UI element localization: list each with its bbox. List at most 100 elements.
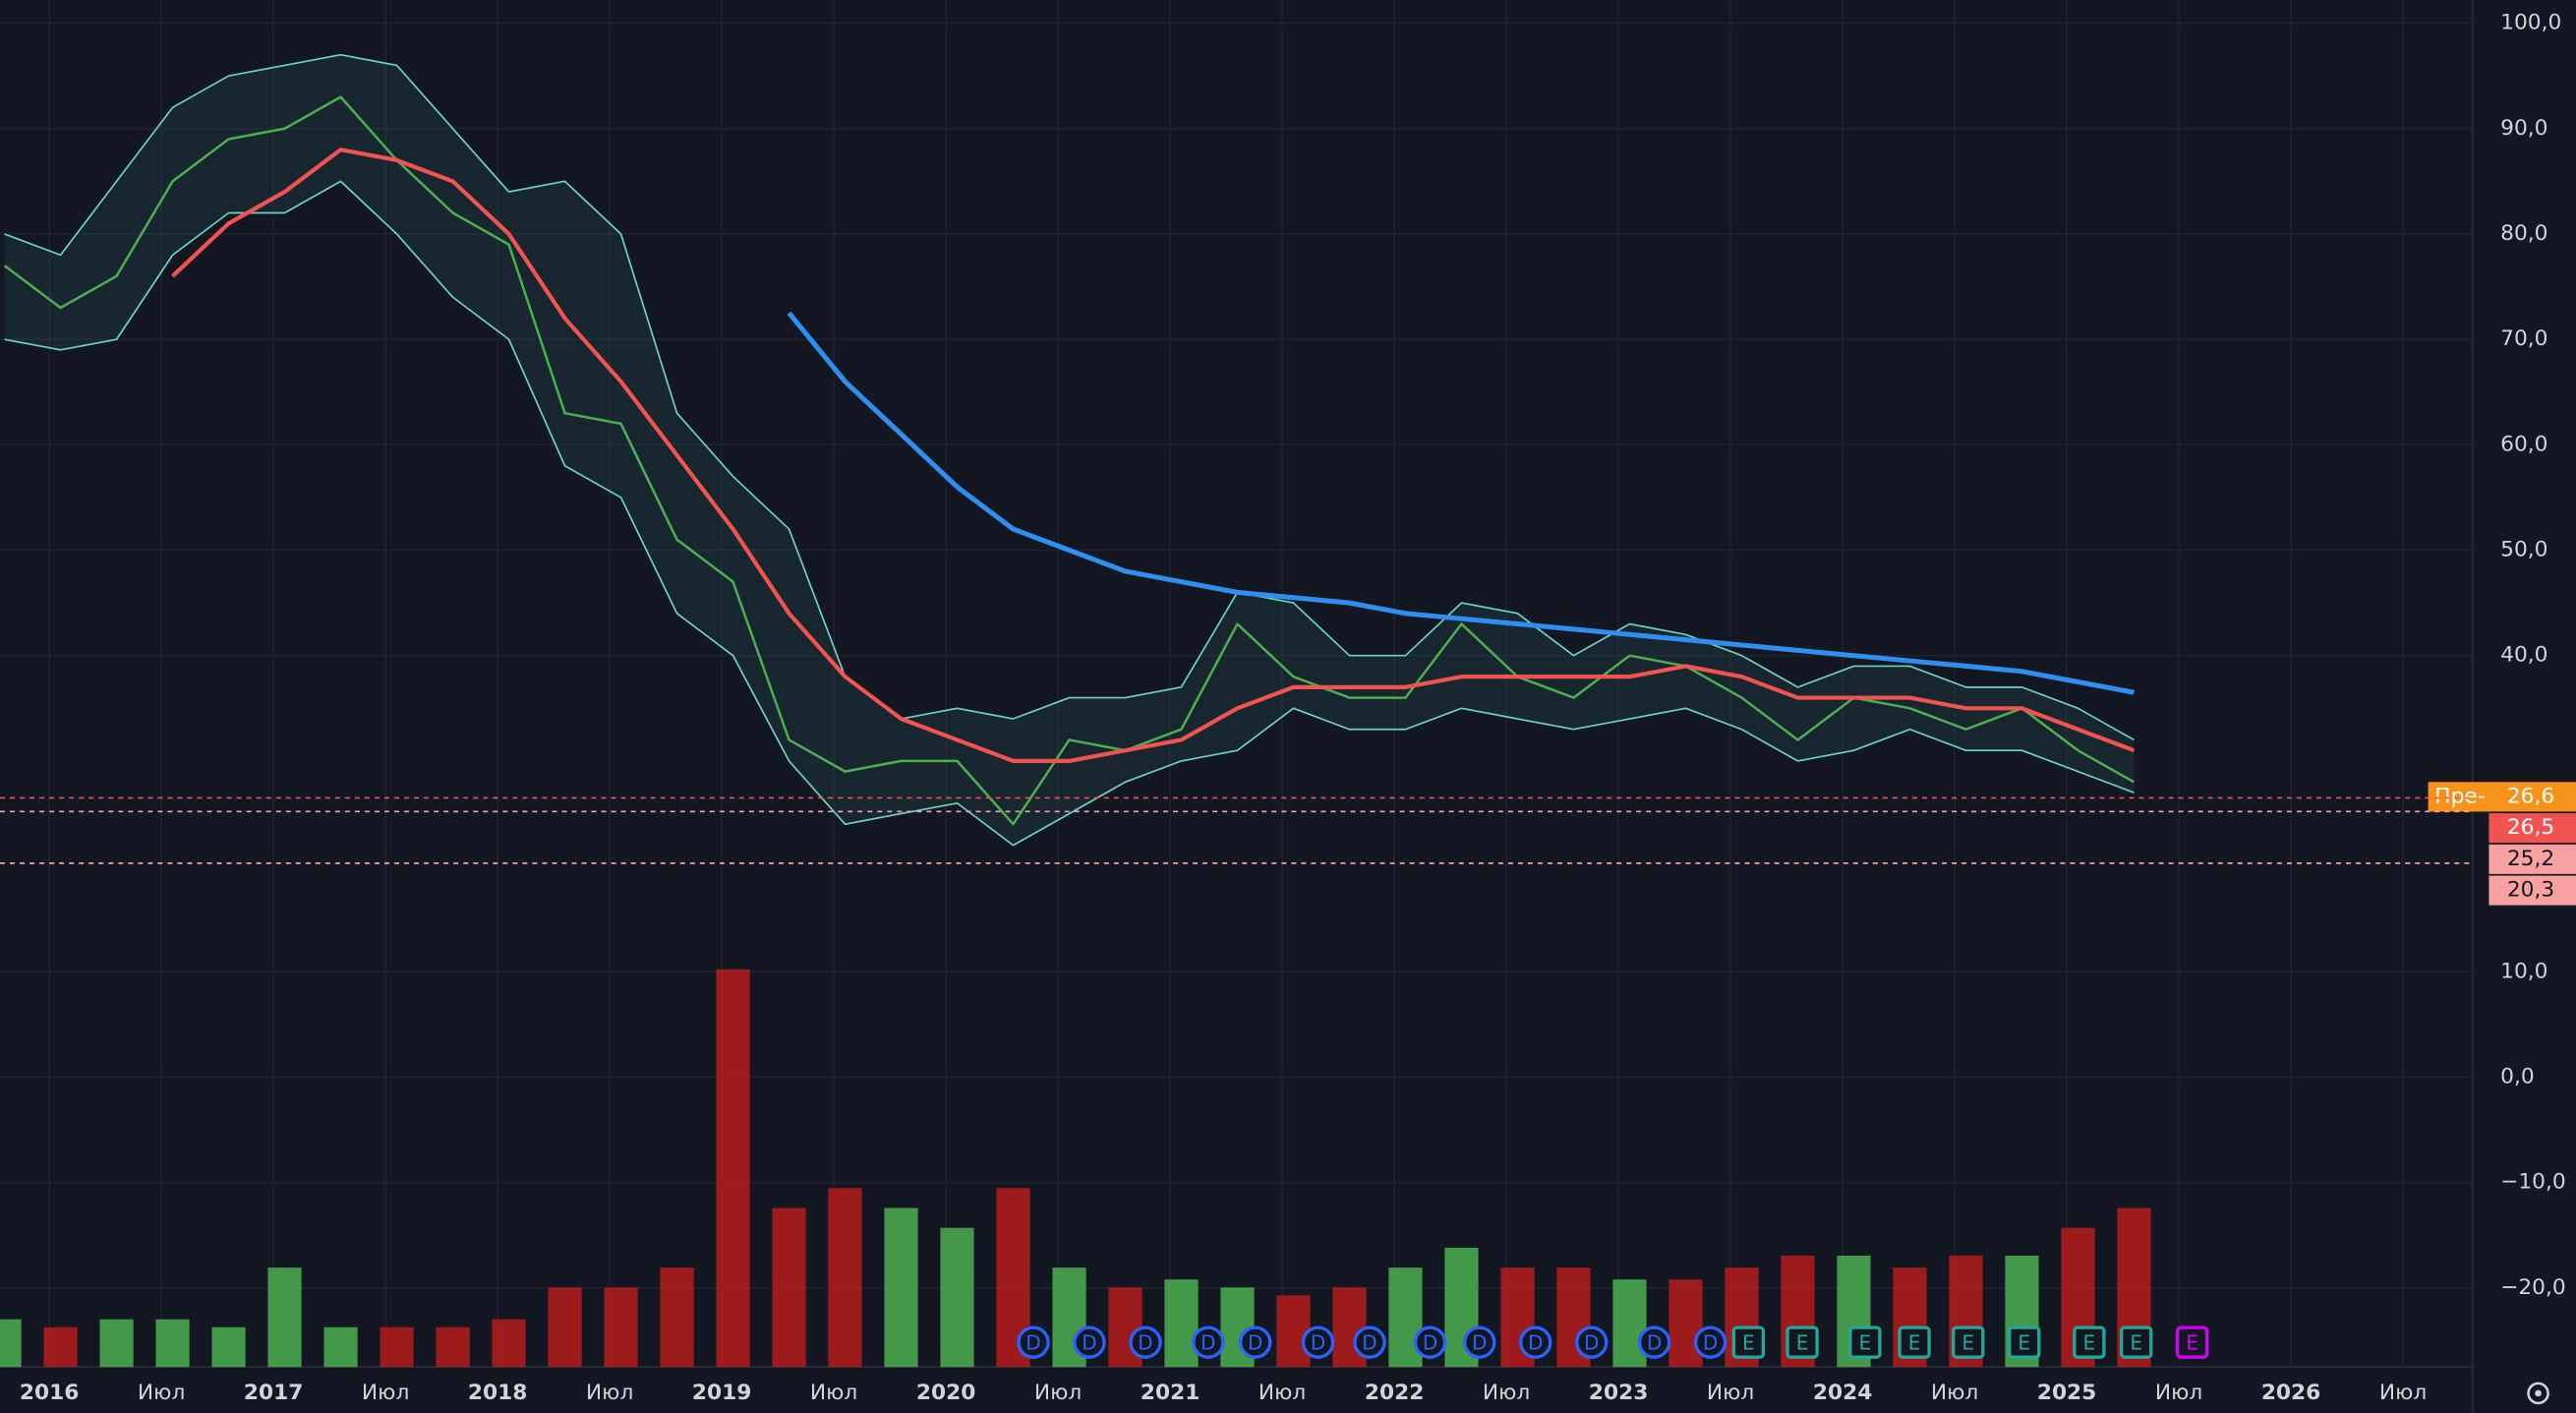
x-tick-label: 2025 (2037, 1381, 2096, 1405)
volume-bar (99, 1319, 134, 1368)
y-tick-label: 70,0 (2500, 326, 2547, 351)
event-label: D (1082, 1330, 1096, 1354)
volume-bar (267, 1267, 302, 1368)
volume-bar (0, 1319, 22, 1368)
volume-bar (1276, 1295, 1311, 1368)
x-tick-label: 2018 (468, 1381, 527, 1405)
price-name: Пре- (2434, 784, 2485, 808)
x-tick-label: Июл (1259, 1381, 1306, 1405)
volume-bar (1612, 1279, 1647, 1368)
event-badge (1693, 1325, 1727, 1359)
event-label: E (1961, 1330, 1974, 1354)
price-label: 20,3 (2507, 878, 2554, 903)
x-tick-label: Июл (586, 1381, 633, 1405)
volume-bar (436, 1326, 470, 1368)
settings-icon[interactable] (2527, 1382, 2549, 1405)
x-tick-label: Июл (1483, 1381, 1530, 1405)
series-line (787, 311, 2135, 695)
volume-bar (43, 1326, 78, 1368)
event-badge (1848, 1325, 1882, 1359)
price-label-box (2488, 875, 2576, 906)
series-line (171, 147, 2136, 763)
volume-bar (884, 1207, 918, 1368)
event-badge (1413, 1325, 1447, 1359)
event-label: D (1647, 1330, 1662, 1354)
series-line (4, 53, 2135, 741)
event-badge (1731, 1325, 1766, 1359)
event-badge (1786, 1325, 1819, 1359)
axis: 100,0 90,0 80,0 70,0 60,0 50,0 40,0 10,0 0,0 −10,… (20, 11, 2566, 1405)
y-tick-label: 90,0 (2500, 116, 2547, 141)
y-tick-label: 100,0 (2500, 11, 2561, 35)
event-label: D (1311, 1330, 1325, 1354)
volume-bar (492, 1319, 526, 1368)
y-tick-label: −20,0 (2500, 1275, 2566, 1300)
volume-bar (772, 1207, 806, 1368)
price-name-box (2428, 782, 2491, 812)
event-badge (1463, 1325, 1496, 1359)
event-badge (1952, 1325, 1985, 1359)
event-label: D (1025, 1330, 1040, 1354)
event-label: D (1472, 1330, 1487, 1354)
x-tick-label: 2019 (692, 1381, 751, 1405)
event-badge (2176, 1325, 2209, 1359)
event-label: E (1908, 1330, 1921, 1354)
x-tick-label: Июл (2155, 1381, 2202, 1405)
event-label: D (1584, 1330, 1599, 1354)
event-badge (1353, 1325, 1386, 1359)
price-label: 25,2 (2507, 847, 2554, 871)
event-label: E (2186, 1330, 2198, 1354)
event-label: E (2130, 1330, 2142, 1354)
y-tick-label: 10,0 (2500, 959, 2547, 983)
event-badge (1129, 1325, 1162, 1359)
event-badge (1192, 1325, 1225, 1359)
series-line (3, 95, 2136, 826)
event-label: D (1362, 1330, 1376, 1354)
x-tick-label: 2022 (1365, 1381, 1424, 1405)
volume-bar (548, 1287, 582, 1368)
volume-bar (323, 1326, 358, 1368)
price-label-box (2488, 782, 2576, 812)
volume-bar (1164, 1279, 1199, 1368)
price-label: 26,6 (2507, 784, 2554, 808)
x-tick-label: Июл (2379, 1381, 2427, 1405)
y-tick-label: 80,0 (2500, 221, 2547, 246)
price-label-box (2488, 844, 2576, 874)
event-badge (2008, 1325, 2041, 1359)
event-label: D (1528, 1330, 1543, 1354)
y-tick-label: 50,0 (2500, 538, 2547, 562)
volume-bar (380, 1326, 414, 1368)
event-label: E (1859, 1330, 1872, 1354)
event-label: D (1703, 1330, 1718, 1354)
event-label: D (1423, 1330, 1437, 1354)
x-tick-label: Июл (1707, 1381, 1754, 1405)
event-badge (1239, 1325, 1272, 1359)
levels: 26,6 Пре- 26,5 25,2 20,3 (0, 782, 2576, 906)
event-label: D (1200, 1330, 1215, 1354)
x-tick-label: 2026 (2261, 1381, 2320, 1405)
volume-bar (940, 1227, 974, 1368)
volume-bar (828, 1188, 862, 1368)
y-tick-label: 40,0 (2500, 643, 2547, 668)
volume-bar (1669, 1279, 1703, 1368)
x-tick-label: Июл (138, 1381, 185, 1405)
band-fill (4, 54, 2135, 846)
x-tick-label: 2021 (1141, 1381, 1200, 1405)
event-badge (1637, 1325, 1671, 1359)
event-label: E (1742, 1330, 1755, 1354)
price-label: 26,5 (2507, 815, 2554, 840)
x-tick-label: Июл (810, 1381, 857, 1405)
x-tick-label: 2016 (20, 1381, 79, 1405)
volume-bar (155, 1319, 190, 1368)
x-tick-label: 2017 (244, 1381, 303, 1405)
grid (0, 0, 2473, 1368)
event-label: D (1248, 1330, 1262, 1354)
volume-bar (211, 1326, 246, 1368)
y-tick-label: 0,0 (2500, 1064, 2535, 1089)
price-label-box (2488, 813, 2576, 844)
x-tick-label: 2023 (1589, 1381, 1648, 1405)
volume-bar (716, 969, 750, 1368)
